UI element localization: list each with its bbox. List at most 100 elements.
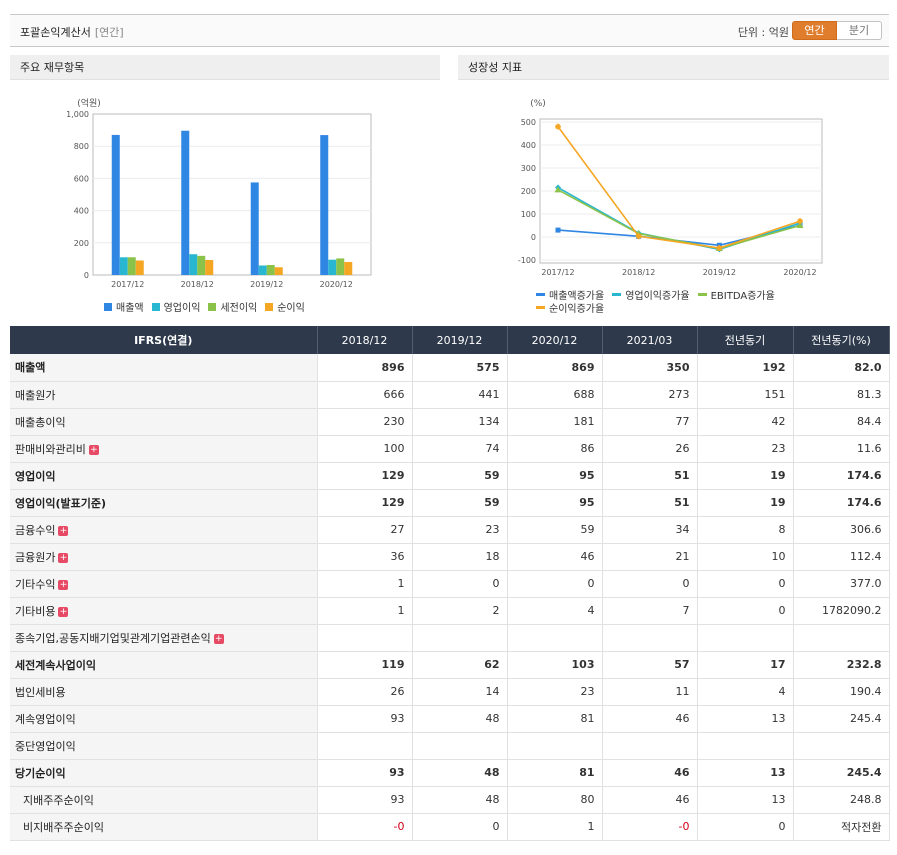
expand-plus-icon[interactable]: + (58, 552, 69, 563)
table-cell (412, 624, 508, 652)
row-label-text: 중단영업이익 (15, 739, 76, 753)
table-header-row: IFRS(연결) 2018/12 2019/12 2020/12 2021/03 전년동기… (10, 326, 890, 354)
table-cell: 13 (697, 759, 794, 787)
table-cell: 230 (317, 408, 413, 436)
y-tick-label: 100 (521, 210, 536, 219)
table-cell: 23 (697, 435, 794, 463)
legend-swatch (151, 302, 160, 311)
table-cell: 1782090.2 (793, 597, 890, 625)
row-label-text: 법인세비용 (15, 685, 66, 699)
legend-item: 세전이익 (208, 300, 257, 314)
period-toggle: 연간 분기 (792, 21, 882, 40)
table-cell: 48 (412, 759, 508, 787)
row-label-text: 기타수익 (15, 577, 56, 591)
table-row: 금융원가 +36 18 46 21 10 112.4 (10, 543, 890, 571)
y-tick-label: 0 (84, 271, 89, 280)
column-header: 2019/12 (412, 326, 508, 354)
row-label-text: 영업이익(발표기준) (15, 496, 107, 510)
legend-label: 순이익 (277, 303, 305, 314)
table-cell (697, 732, 794, 760)
y-tick-label: 400 (521, 141, 536, 150)
column-header: 전년동기 (697, 326, 794, 354)
table-cell: 190.4 (793, 678, 890, 706)
row-label-text: 비지배주주순이익 (23, 820, 104, 834)
table-row: 매출총이익 230 134 181 77 42 84.4 (10, 408, 890, 436)
quarterly-button[interactable]: 분기 (837, 21, 882, 40)
row-label: 법인세비용 (10, 678, 318, 706)
major-items-panel-title: 주요 재무항목 (10, 55, 440, 80)
row-label-text: 세전계속사업이익 (15, 658, 96, 672)
table-row: 법인세비용 26 14 23 11 4 190.4 (10, 678, 890, 706)
point-4-1 (555, 123, 561, 130)
row-label: 종속기업,공동지배기업및관계기업관련손익 + (10, 624, 318, 652)
expand-plus-icon[interactable]: + (88, 444, 99, 455)
bar-1-1 (111, 134, 120, 275)
table-cell: 18 (412, 543, 508, 571)
legend-swatch (536, 293, 545, 296)
table-row: 영업이익(발표기준) 129 59 95 51 19 174.6 (10, 489, 890, 517)
row-label: 매출원가 (10, 381, 318, 409)
expand-plus-icon[interactable]: + (58, 579, 69, 590)
table-cell: 0 (412, 813, 508, 841)
row-label-text: 매출원가 (15, 388, 56, 402)
table-cell: 59 (412, 462, 508, 490)
x-tick-label: 2020/12 (320, 280, 353, 288)
expand-plus-icon[interactable]: + (213, 633, 224, 644)
table-row: 세전계속사업이익 119 62 103 57 17 232.8 (10, 651, 890, 679)
point-4-4 (797, 218, 803, 225)
annual-button[interactable]: 연간 (792, 21, 837, 40)
point-1-1 (555, 227, 561, 233)
growth-panel-title: 성장성 지표 (458, 55, 889, 80)
table-cell: 48 (412, 705, 508, 733)
table-cell: 192 (697, 354, 794, 382)
row-label: 계속영업이익 (10, 705, 318, 733)
table-row: 당기순이익 93 48 81 46 13 245.4 (10, 759, 890, 787)
table-cell: 4 (507, 597, 603, 625)
table-cell: 95 (507, 462, 603, 490)
table-cell (412, 732, 508, 760)
row-label-text: 지배주주순이익 (23, 793, 94, 807)
table-cell: 46 (602, 759, 698, 787)
x-tick-label: 2017/12 (111, 280, 144, 288)
row-label-text: 기타비용 (15, 604, 56, 618)
bar-3-2 (197, 255, 206, 275)
table-cell: 1 (317, 570, 413, 598)
table-cell: 11.6 (793, 435, 890, 463)
row-label: 매출총이익 (10, 408, 318, 436)
row-label-text: 종속기업,공동지배기업및관계기업관련손익 (15, 631, 211, 645)
series-line-4 (557, 126, 801, 249)
x-tick-label: 2020/12 (783, 268, 816, 277)
x-tick-label: 2019/12 (250, 280, 283, 288)
table-row: 매출원가 666 441 688 273 151 81.3 (10, 381, 890, 409)
legend-swatch (104, 302, 112, 311)
table-cell: 103 (507, 651, 603, 679)
table-cell: -0 (602, 813, 698, 841)
table-cell (793, 732, 890, 760)
table-cell: 0 (412, 570, 508, 598)
row-label: 지배주주순이익 (10, 786, 318, 814)
table-cell: 46 (507, 543, 603, 571)
table-row: 기타수익 +1 0 0 0 0 377.0 (10, 570, 890, 598)
table-cell: 84.4 (793, 408, 890, 436)
table-cell: 248.8 (793, 786, 890, 814)
table-cell: 27 (317, 516, 413, 544)
legend-label: 매출액증가율 (549, 291, 605, 302)
plot-area (92, 113, 372, 276)
table-cell: 0 (602, 570, 698, 598)
row-label: 당기순이익 (10, 759, 318, 787)
table-cell: 7 (602, 597, 698, 625)
table-cell: 100 (317, 435, 413, 463)
table-cell: 82.0 (793, 354, 890, 382)
point-4-2 (635, 233, 642, 240)
expand-plus-icon[interactable]: + (58, 525, 69, 536)
expand-plus-icon[interactable]: + (58, 606, 69, 617)
y-tick-label: 600 (74, 174, 89, 183)
table-cell: 적자전환 (793, 813, 890, 841)
table-cell: 575 (412, 354, 508, 382)
table-cell: 21 (602, 543, 698, 571)
bar-3-4 (336, 258, 345, 275)
bar-2-3 (258, 265, 267, 275)
legend-item: EBITDA증가율 (697, 288, 775, 302)
line-chart: -100 0 100 200 300 400 500 (%) 2017/12 2018/12 201… (518, 99, 823, 277)
table-cell: 19 (697, 489, 794, 517)
